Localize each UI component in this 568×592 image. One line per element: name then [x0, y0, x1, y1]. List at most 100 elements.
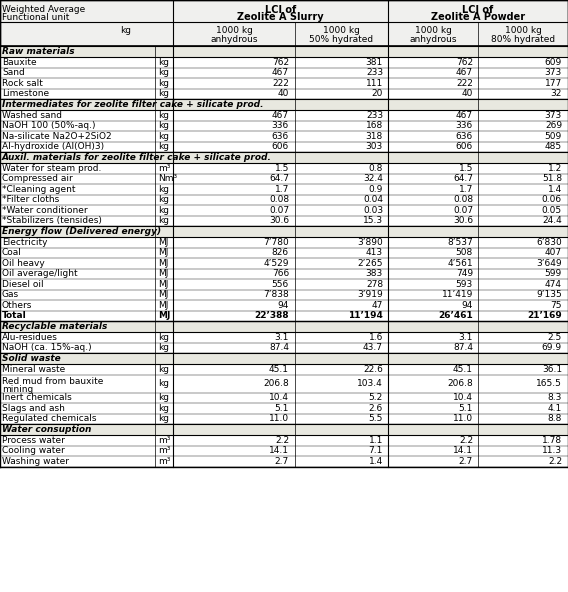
Text: 5.1: 5.1 — [458, 404, 473, 413]
Text: 318: 318 — [366, 132, 383, 141]
Text: Bauxite: Bauxite — [2, 58, 36, 67]
Text: 45.1: 45.1 — [453, 365, 473, 374]
Text: MJ: MJ — [158, 290, 168, 299]
Text: 64.7: 64.7 — [269, 174, 289, 184]
Text: 1.5: 1.5 — [458, 164, 473, 173]
Text: 168: 168 — [366, 121, 383, 130]
Text: kg: kg — [158, 111, 169, 120]
Text: 7.1: 7.1 — [369, 446, 383, 455]
Text: Regulated chemicals: Regulated chemicals — [2, 414, 97, 423]
Text: 1.6: 1.6 — [369, 333, 383, 342]
Text: kg: kg — [158, 404, 169, 413]
Text: kg: kg — [158, 379, 169, 388]
Text: 1.5: 1.5 — [274, 164, 289, 173]
Text: Others: Others — [2, 301, 32, 310]
Text: 94: 94 — [462, 301, 473, 310]
Text: 0.04: 0.04 — [363, 195, 383, 204]
Text: kg: kg — [158, 195, 169, 204]
Text: 5.2: 5.2 — [369, 393, 383, 402]
Text: 8.3: 8.3 — [548, 393, 562, 402]
Text: 1000 kg: 1000 kg — [415, 26, 452, 35]
Text: 2.2: 2.2 — [548, 457, 562, 466]
Text: 87.4: 87.4 — [453, 343, 473, 352]
Text: 5.1: 5.1 — [274, 404, 289, 413]
Bar — [0, 46, 568, 57]
Text: 4’561: 4’561 — [448, 259, 473, 268]
Bar — [0, 353, 568, 364]
Text: 303: 303 — [366, 142, 383, 151]
Text: kg: kg — [158, 68, 169, 77]
Text: Diesel oil: Diesel oil — [2, 280, 44, 289]
Text: 4.1: 4.1 — [548, 404, 562, 413]
Text: Auxil. materials for zeolite filter cake + silicate prod.: Auxil. materials for zeolite filter cake… — [2, 153, 272, 162]
Text: 21’169: 21’169 — [527, 311, 562, 320]
Text: Na-silicate Na2O+2SiO2: Na-silicate Na2O+2SiO2 — [2, 132, 112, 141]
Text: 0.08: 0.08 — [269, 195, 289, 204]
Text: 111: 111 — [366, 79, 383, 88]
Text: m³: m³ — [158, 457, 170, 466]
Text: 22.6: 22.6 — [363, 365, 383, 374]
Text: 2.5: 2.5 — [548, 333, 562, 342]
Text: 43.7: 43.7 — [363, 343, 383, 352]
Text: 222: 222 — [272, 79, 289, 88]
Text: kg: kg — [158, 365, 169, 374]
Text: kg: kg — [158, 132, 169, 141]
Text: kg: kg — [158, 185, 169, 194]
Text: 606: 606 — [272, 142, 289, 151]
Text: Raw materials: Raw materials — [2, 47, 74, 56]
Text: 593: 593 — [456, 280, 473, 289]
Text: Al-hydroxide (Al(OH)3): Al-hydroxide (Al(OH)3) — [2, 142, 104, 151]
Text: 636: 636 — [272, 132, 289, 141]
Text: 0.05: 0.05 — [542, 206, 562, 215]
Bar — [0, 152, 568, 163]
Text: kg: kg — [158, 121, 169, 130]
Text: anhydrous: anhydrous — [210, 35, 258, 44]
Text: 467: 467 — [272, 111, 289, 120]
Text: 1.4: 1.4 — [548, 185, 562, 194]
Text: 0.8: 0.8 — [369, 164, 383, 173]
Text: 11’419: 11’419 — [442, 290, 473, 299]
Text: kg: kg — [158, 343, 169, 352]
Text: 64.7: 64.7 — [453, 174, 473, 184]
Text: Mineral waste: Mineral waste — [2, 365, 65, 374]
Text: MJ: MJ — [158, 269, 168, 278]
Text: 7’838: 7’838 — [263, 290, 289, 299]
Text: Functional unit: Functional unit — [2, 13, 69, 22]
Text: Rock salt: Rock salt — [2, 79, 43, 88]
Text: 0.9: 0.9 — [369, 185, 383, 194]
Text: kg: kg — [158, 58, 169, 67]
Text: 11’194: 11’194 — [348, 311, 383, 320]
Text: MJ: MJ — [158, 238, 168, 247]
Text: 69.9: 69.9 — [542, 343, 562, 352]
Text: 373: 373 — [545, 68, 562, 77]
Text: 467: 467 — [272, 68, 289, 77]
Text: 2.7: 2.7 — [459, 457, 473, 466]
Text: 2.6: 2.6 — [369, 404, 383, 413]
Text: 2.2: 2.2 — [459, 436, 473, 445]
Text: Electricity: Electricity — [2, 238, 48, 247]
Text: 467: 467 — [456, 68, 473, 77]
Text: Weighted Average: Weighted Average — [2, 5, 85, 14]
Text: 22’388: 22’388 — [254, 311, 289, 320]
Text: 1000 kg: 1000 kg — [504, 26, 541, 35]
Text: Gas: Gas — [2, 290, 19, 299]
Text: LCI of: LCI of — [462, 5, 494, 15]
Text: 9’135: 9’135 — [536, 290, 562, 299]
Text: kg: kg — [158, 79, 169, 88]
Text: 103.4: 103.4 — [357, 379, 383, 388]
Text: 94: 94 — [278, 301, 289, 310]
Text: Alu-residues: Alu-residues — [2, 333, 58, 342]
Text: Water consuption: Water consuption — [2, 425, 91, 434]
Text: Inert chemicals: Inert chemicals — [2, 393, 72, 402]
Text: MJ: MJ — [158, 248, 168, 258]
Bar — [0, 99, 568, 110]
Text: 413: 413 — [366, 248, 383, 258]
Text: 40: 40 — [462, 89, 473, 98]
Text: 36.1: 36.1 — [542, 365, 562, 374]
Text: NaOH (ca. 15%-aq.): NaOH (ca. 15%-aq.) — [2, 343, 91, 352]
Text: 206.8: 206.8 — [263, 379, 289, 388]
Text: Coal: Coal — [2, 248, 22, 258]
Text: *Filter cloths: *Filter cloths — [2, 195, 59, 204]
Text: 3.1: 3.1 — [458, 333, 473, 342]
Text: 8’537: 8’537 — [447, 238, 473, 247]
